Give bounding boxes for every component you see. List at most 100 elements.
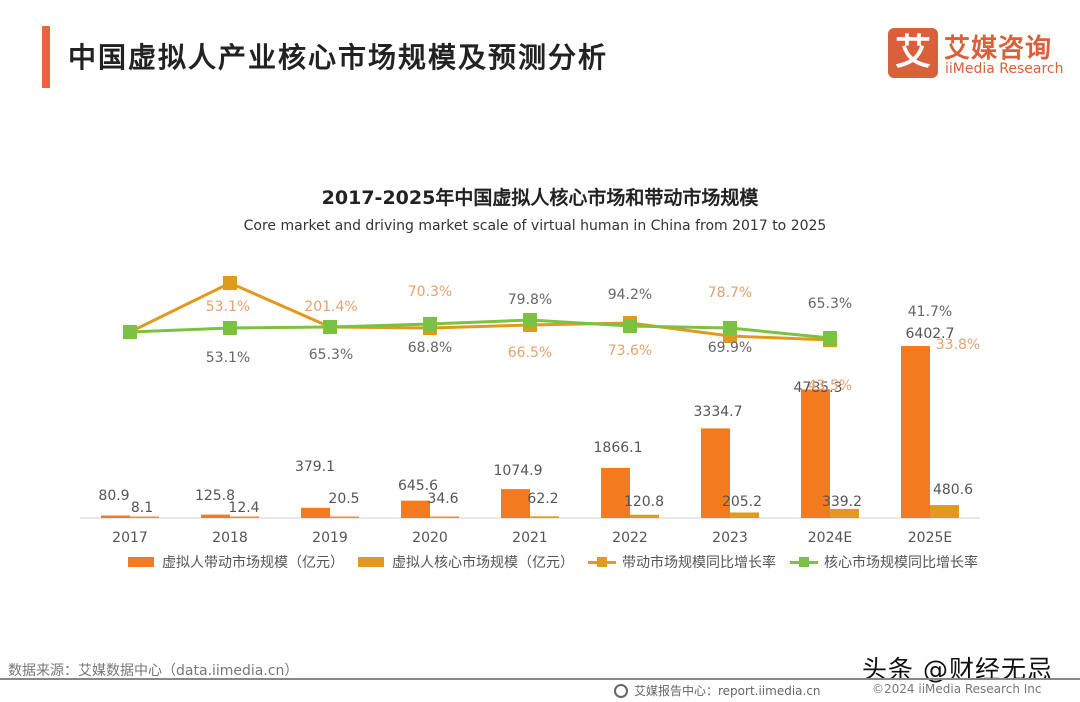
data-label-driving: 1074.9 (494, 463, 543, 479)
x-tick-label: 2023 (712, 530, 748, 546)
bar-core-market (930, 505, 959, 518)
core-growth-marker (423, 317, 437, 331)
chart-legend: 虚拟人带动市场规模（亿元） 虚拟人核心市场规模（亿元） 带动市场规模同比增长率 … (128, 552, 992, 572)
data-label-driving: 4785.3 (794, 380, 843, 396)
bar-driving-market (801, 389, 830, 518)
data-label-driving: 379.1 (295, 459, 335, 475)
bar-driving-market (501, 489, 530, 518)
logo-mark-icon: 艾 (888, 28, 938, 78)
legend-label: 虚拟人带动市场规模（亿元） (162, 555, 344, 571)
chart-title: 2017-2025年中国虚拟人核心市场和带动市场规模 (321, 187, 759, 209)
bar-core-market (230, 516, 259, 518)
legend-item-driving-line: 带动市场规模同比增长率 (588, 552, 776, 572)
data-label-core: 480.6 (933, 482, 973, 498)
data-label-core: 20.5 (328, 491, 359, 507)
footer-divider (0, 678, 1080, 680)
bar-driving-market (701, 428, 730, 518)
watermark: 头条 @财经无忌 (862, 655, 1053, 684)
data-label-core: 34.6 (427, 491, 458, 507)
report-center-link[interactable]: 艾媒报告中心：report.iimedia.cn (614, 682, 821, 699)
core-growth-marker (723, 321, 737, 335)
logo-en-text: iiMedia Research (945, 61, 1064, 77)
page-title: 中国虚拟人产业核心市场规模及预测分析 (68, 41, 609, 74)
data-label-core: 62.2 (527, 491, 558, 507)
legend-item-driving-bar: 虚拟人带动市场规模（亿元） (128, 552, 344, 572)
data-label-driving: 6402.7 (906, 326, 955, 342)
driving-growth-label: 43.5% (808, 378, 852, 394)
core-growth-label: 41.7% (908, 304, 952, 320)
iimedia-logo: 艾 艾媒咨询 iiMedia Research (888, 28, 1068, 80)
bar-core-market (630, 514, 659, 518)
x-tick-label: 2024E (808, 530, 852, 546)
title-accent-bar (42, 26, 50, 88)
legend-label: 虚拟人核心市场规模（亿元） (392, 555, 574, 571)
bar-core-market (130, 516, 159, 518)
bar-driving-market (201, 514, 230, 518)
legend-label: 带动市场规模同比增长率 (622, 555, 776, 571)
bar-driving-market (601, 467, 630, 518)
bar-core-market (830, 508, 859, 518)
core-growth-marker (523, 313, 537, 327)
core-growth-label: 65.3% (309, 347, 353, 363)
legend-swatch-core-line (790, 557, 818, 567)
driving-growth-label: 70.3% (408, 284, 452, 300)
bar-driving-market (101, 515, 130, 518)
x-tick-label: 2018 (212, 530, 248, 546)
globe-icon (614, 683, 628, 698)
bar-core-market (430, 516, 459, 518)
core-growth-label: 94.2% (608, 287, 652, 303)
driving-growth-label: 53.1% (206, 299, 250, 315)
data-label-core: 8.1 (131, 500, 153, 516)
driving-growth-label: 66.5% (508, 345, 552, 361)
driving-growth-label: 78.7% (708, 285, 752, 301)
driving-growth-marker (223, 276, 237, 290)
driving-growth-label: 33.8% (936, 337, 980, 353)
core-growth-marker (823, 331, 837, 345)
data-label-core: 12.4 (228, 500, 259, 516)
data-label-core: 205.2 (722, 494, 762, 510)
core-growth-label: 69.9% (708, 340, 752, 356)
driving-growth-label: 73.6% (608, 343, 652, 359)
driving-growth-label: 201.4% (304, 299, 357, 315)
x-tick-label: 2019 (312, 530, 348, 546)
core-growth-marker (223, 321, 237, 335)
bar-core-market (330, 516, 359, 518)
data-label-driving: 645.6 (398, 478, 438, 494)
core-growth-label: 79.8% (508, 292, 552, 308)
data-label-driving: 125.8 (195, 488, 235, 504)
x-tick-label: 2020 (412, 530, 448, 546)
data-label-driving: 1866.1 (594, 440, 643, 456)
legend-swatch-core-bar (358, 557, 384, 567)
data-source: 数据来源：艾媒数据中心（data.iimedia.cn） (8, 663, 299, 679)
legend-swatch-driving-line (588, 557, 616, 567)
core-growth-line (129, 318, 831, 340)
bar-driving-market (301, 507, 330, 518)
x-tick-label: 2025E (908, 530, 952, 546)
data-label-driving: 80.9 (98, 488, 129, 504)
core-growth-marker (123, 325, 137, 339)
legend-swatch-driving-bar (128, 557, 154, 567)
x-tick-label: 2017 (112, 530, 148, 546)
bar-driving-market (401, 500, 430, 518)
core-growth-label: 53.1% (206, 350, 250, 366)
bar-core-market (530, 516, 559, 518)
bar-driving-market (901, 346, 930, 518)
data-label-core: 339.2 (822, 494, 862, 510)
report-center-text: 艾媒报告中心：report.iimedia.cn (634, 684, 821, 698)
legend-item-core-line: 核心市场规模同比增长率 (790, 552, 978, 572)
bar-core-market (730, 512, 759, 518)
x-tick-label: 2022 (612, 530, 648, 546)
logo-cn-text: 艾媒咨询 (944, 34, 1053, 64)
x-tick-label: 2021 (512, 530, 548, 546)
chart-subtitle: Core market and driving market scale of … (243, 218, 827, 234)
data-label-driving: 3334.7 (694, 404, 743, 420)
copyright: ©2024 iiMedia Research Inc (872, 682, 1042, 696)
legend-item-core-bar: 虚拟人核心市场规模（亿元） (358, 552, 574, 572)
legend-label: 核心市场规模同比增长率 (824, 555, 978, 571)
driving-growth-line (129, 281, 831, 342)
core-growth-marker (623, 319, 637, 333)
core-growth-label: 68.8% (408, 340, 452, 356)
core-growth-marker (323, 320, 337, 334)
data-label-core: 120.8 (624, 494, 664, 510)
